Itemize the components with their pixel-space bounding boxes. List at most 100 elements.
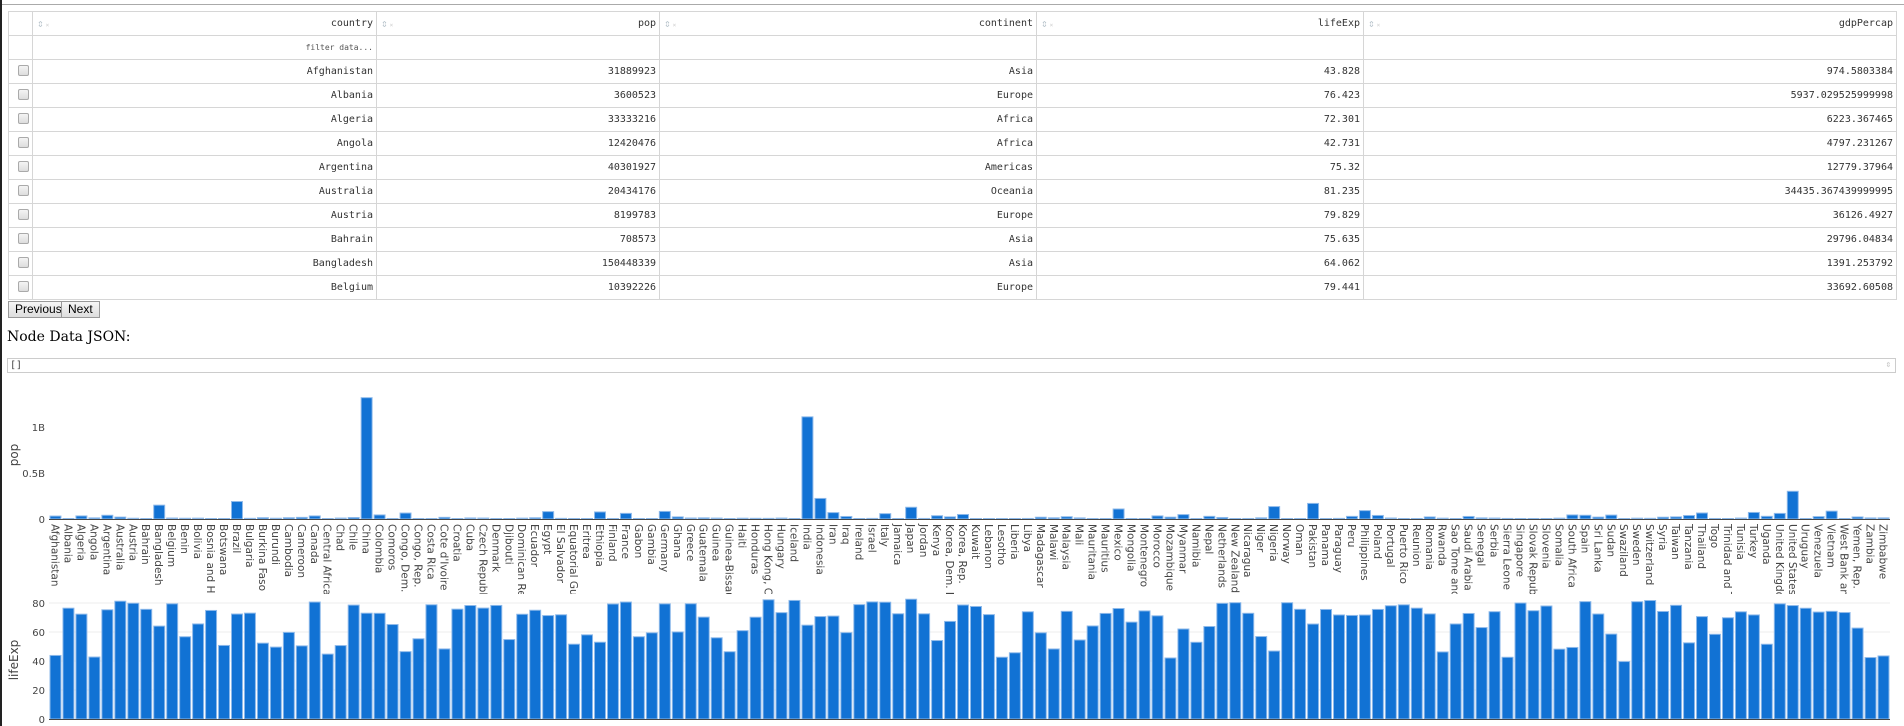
bar[interactable] — [1760, 643, 1773, 720]
row-checkbox[interactable] — [18, 280, 29, 292]
bar[interactable] — [1099, 518, 1112, 520]
bar[interactable] — [1864, 657, 1877, 720]
bar[interactable] — [516, 613, 529, 720]
bar[interactable] — [697, 517, 710, 520]
bar[interactable] — [1164, 657, 1177, 720]
bar[interactable] — [88, 656, 101, 720]
bar[interactable] — [1501, 656, 1514, 720]
bar[interactable] — [1838, 612, 1851, 720]
bar[interactable] — [1799, 518, 1812, 520]
bar[interactable] — [1371, 514, 1384, 520]
bar[interactable] — [308, 601, 321, 720]
bar[interactable] — [399, 651, 412, 720]
bar[interactable] — [49, 515, 62, 520]
bar[interactable] — [1397, 518, 1410, 520]
bar[interactable] — [970, 518, 982, 520]
bar[interactable] — [1605, 514, 1618, 520]
sort-icon[interactable]: ⇕ × — [381, 17, 394, 30]
bar[interactable] — [1423, 516, 1436, 520]
bar[interactable] — [1281, 518, 1294, 520]
bar[interactable] — [1566, 514, 1579, 520]
bar[interactable] — [1670, 516, 1683, 520]
column-header-continent[interactable]: ⇕ × continent — [659, 11, 1037, 36]
bar[interactable] — [295, 645, 308, 720]
bar[interactable] — [1683, 514, 1696, 520]
bar[interactable] — [1345, 614, 1358, 720]
bar[interactable] — [464, 517, 477, 520]
bar[interactable] — [1773, 603, 1786, 720]
bar[interactable] — [88, 517, 101, 520]
bar[interactable] — [723, 518, 736, 520]
bar[interactable] — [451, 518, 464, 520]
bar[interactable] — [1151, 615, 1164, 720]
bar[interactable] — [205, 609, 218, 720]
bar[interactable] — [205, 518, 218, 520]
bar[interactable] — [1618, 661, 1631, 720]
row-checkbox[interactable] — [18, 208, 29, 220]
bar[interactable] — [360, 397, 373, 520]
bar[interactable] — [1021, 517, 1034, 520]
bar[interactable] — [218, 518, 231, 520]
bar[interactable] — [1320, 608, 1333, 720]
bar[interactable] — [645, 518, 658, 520]
bar[interactable] — [1151, 515, 1164, 520]
bar[interactable] — [1333, 517, 1345, 520]
table-row[interactable]: Belgium 10392226 Europe 79.441 33692.60508 — [8, 275, 1897, 300]
bar[interactable] — [1527, 517, 1540, 520]
filter-input-lifeexp[interactable] — [1036, 35, 1364, 60]
bar[interactable] — [1203, 626, 1216, 720]
bar[interactable] — [373, 612, 386, 720]
bar[interactable] — [801, 624, 814, 720]
bar[interactable] — [373, 514, 386, 520]
bar[interactable] — [1851, 516, 1864, 520]
bar[interactable] — [775, 612, 788, 720]
bar[interactable] — [1864, 517, 1877, 520]
bar[interactable] — [1683, 642, 1696, 720]
table-row[interactable]: Australia 20434176 Oceania 81.235 34435.3674… — [8, 179, 1897, 204]
bar[interactable] — [995, 518, 1008, 520]
bar[interactable] — [1747, 614, 1760, 720]
bar[interactable] — [243, 517, 256, 520]
bar[interactable] — [710, 637, 723, 720]
bar[interactable] — [866, 601, 879, 720]
bar[interactable] — [1462, 515, 1475, 520]
bar[interactable] — [555, 614, 568, 720]
bar[interactable] — [1514, 518, 1527, 520]
table-row[interactable]: Angola 12420476 Africa 42.731 4797.231267 — [8, 131, 1897, 156]
bar[interactable] — [218, 644, 231, 720]
bar[interactable] — [542, 615, 555, 720]
resize-spinner-icon[interactable]: ⇳ — [1885, 360, 1891, 370]
bar[interactable] — [736, 517, 749, 520]
bar[interactable] — [982, 614, 995, 720]
bar[interactable] — [1060, 610, 1073, 720]
bar[interactable] — [542, 511, 555, 520]
bar[interactable] — [1358, 614, 1371, 720]
bar[interactable] — [1410, 518, 1423, 520]
bar[interactable] — [49, 654, 62, 720]
bar[interactable] — [1358, 510, 1371, 520]
bar[interactable] — [1475, 517, 1488, 520]
bar[interactable] — [1812, 516, 1825, 520]
bar[interactable] — [127, 602, 140, 720]
bar[interactable] — [606, 603, 619, 720]
bar[interactable] — [1696, 512, 1708, 520]
bar[interactable] — [412, 518, 425, 520]
bar[interactable] — [788, 599, 801, 720]
bar[interactable] — [1527, 610, 1540, 720]
row-checkbox[interactable] — [18, 88, 29, 100]
bar[interactable] — [166, 517, 179, 520]
bar[interactable] — [321, 518, 334, 520]
bar[interactable] — [1540, 605, 1553, 720]
sort-icon[interactable]: ⇕ × — [664, 17, 677, 30]
bar[interactable] — [866, 517, 879, 520]
bar[interactable] — [1086, 625, 1099, 720]
bar[interactable] — [619, 601, 632, 720]
bar[interactable] — [1436, 651, 1449, 720]
bar[interactable] — [1553, 517, 1566, 520]
bar[interactable] — [269, 517, 282, 520]
bar[interactable] — [1657, 516, 1670, 520]
bar[interactable] — [1333, 614, 1345, 720]
bar[interactable] — [477, 607, 490, 720]
bar[interactable] — [1670, 604, 1683, 720]
bar[interactable] — [762, 599, 775, 720]
